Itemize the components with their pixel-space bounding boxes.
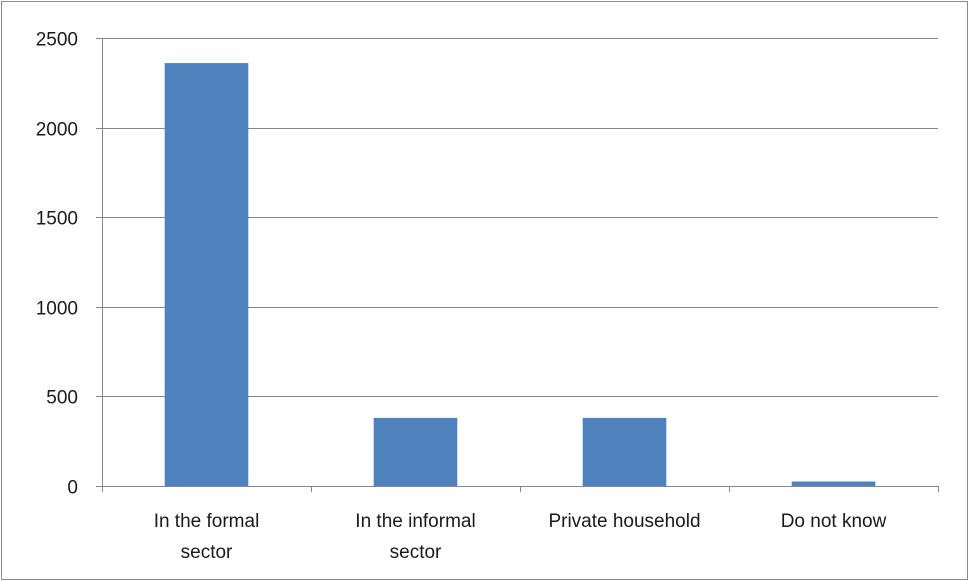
x-category-label: sector [181,542,233,563]
bar [582,417,667,486]
bar [164,63,249,486]
x-category-label: In the informal [355,511,475,532]
bar [791,481,876,486]
y-tick-label: 2500 [36,30,78,51]
bar [373,417,458,486]
y-tick-label: 500 [46,388,78,409]
y-tick-label: 2000 [36,120,78,141]
y-tick-label: 0 [67,478,78,499]
x-category-label: Do not know [781,511,887,532]
x-category-label: In the formal [154,511,260,532]
y-tick-label: 1000 [36,299,78,320]
x-category-label: sector [390,542,442,563]
x-category-label: Private household [548,511,700,532]
y-tick-label: 1500 [36,209,78,230]
